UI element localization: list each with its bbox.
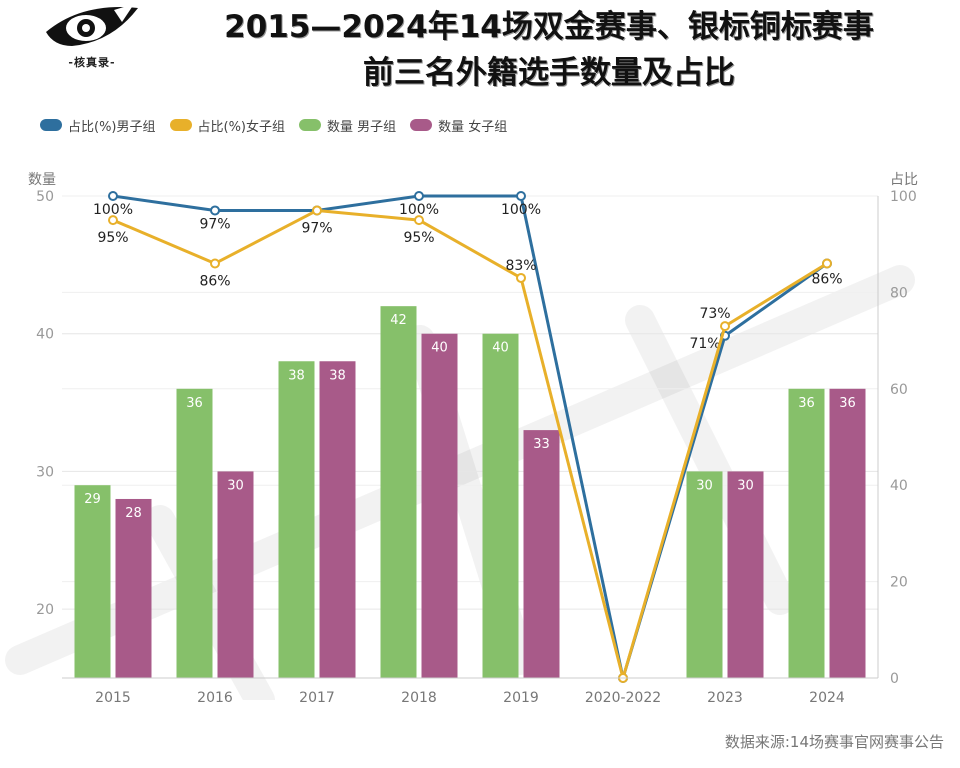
line-point — [516, 191, 526, 201]
axis-layer: 20 30 40 50 0 20 40 60 80 100 数量 占比 2015 2016 2017 2018… — [28, 172, 918, 706]
left-axis-title: 数量 — [28, 172, 56, 188]
legend-label: 占比(%)男子组 — [68, 119, 156, 135]
line-point-label: 97% — [199, 216, 230, 232]
bar-women-count — [421, 333, 458, 678]
line-point — [720, 321, 730, 332]
x-axis-tick-label: 2023 — [707, 690, 743, 706]
bar-value-label: 40 — [431, 341, 448, 356]
x-axis-tick-label: 2016 — [197, 690, 233, 706]
bar-layer: 29 36 38 42 40 30 36 28 30 38 40 33 30 36 — [74, 306, 866, 678]
bar-men-count — [278, 361, 315, 678]
bar-women-count — [115, 498, 152, 678]
bar-value-label: 38 — [288, 368, 305, 383]
chart-title-line2: 前三名外籍选手数量及占比 — [363, 55, 735, 91]
bar-value-label: 40 — [492, 341, 509, 356]
bar-value-label: 28 — [125, 506, 142, 521]
brand-logo: -核真录- — [42, 2, 142, 74]
line-point-label: 86% — [199, 273, 230, 289]
line-point — [414, 191, 424, 201]
line-point — [312, 205, 322, 216]
bar-women-count — [727, 471, 764, 678]
line-point — [414, 215, 424, 226]
legend-swatch — [40, 119, 62, 131]
line-point-label: 83% — [505, 258, 536, 274]
line-point — [210, 205, 220, 216]
bar-value-label: 38 — [329, 368, 346, 383]
x-axis-tick-label: 2018 — [401, 690, 437, 706]
eye-logo-icon — [46, 4, 138, 46]
line-point — [210, 258, 220, 269]
line-point-label: 95% — [97, 230, 128, 246]
x-axis-tick-label: 2024 — [809, 690, 845, 706]
bar-value-label: 30 — [227, 478, 244, 493]
legend-item-men-ratio[interactable]: 占比(%)男子组 — [40, 116, 156, 135]
logo-caption: -核真录- — [68, 56, 116, 69]
right-axis-tick-label: 0 — [890, 671, 899, 687]
left-axis-tick-label: 40 — [36, 327, 54, 343]
bar-value-label: 33 — [533, 437, 550, 452]
bar-value-label: 30 — [696, 478, 713, 493]
line-point — [822, 258, 832, 269]
left-axis-tick-label: 30 — [36, 464, 54, 480]
bar-women-count — [319, 361, 356, 678]
right-axis-tick-label: 20 — [890, 575, 908, 591]
line-point-label: 100% — [399, 202, 439, 218]
data-source-note: 数据来源:14场赛事官网赛事公告 — [724, 733, 944, 751]
legend-label: 数量 男子组 — [327, 119, 397, 135]
line-layer: 100% 97% 100% 100% 71% 95% 86% 97% 95% 83% 73% 86% — [93, 191, 843, 683]
bar-men-count — [482, 333, 519, 678]
line-point-label: 100% — [93, 202, 133, 218]
bar-men-count — [380, 306, 417, 678]
legend-item-women-count[interactable]: 数量 女子组 — [410, 116, 507, 135]
line-point-label: 73% — [699, 306, 730, 322]
bar-men-count — [686, 471, 723, 678]
bar-value-label: 30 — [737, 478, 754, 493]
right-axis-title: 占比 — [890, 172, 918, 188]
x-axis-tick-label: 2015 — [95, 690, 131, 706]
bar-value-label: 29 — [84, 492, 101, 507]
left-axis-tick-label: 20 — [36, 602, 54, 618]
legend-swatch — [169, 119, 192, 131]
right-axis-tick-label: 100 — [890, 189, 917, 205]
bar-women-count — [523, 430, 560, 678]
legend-label: 数量 女子组 — [438, 119, 508, 135]
line-point — [108, 191, 118, 201]
x-axis-tick-label: 2019 — [503, 690, 539, 706]
bar-men-count — [788, 388, 825, 678]
line-men-ratio — [112, 194, 828, 680]
right-axis-tick-label: 40 — [890, 478, 908, 494]
line-point-label: 95% — [403, 230, 434, 246]
right-axis-tick-label: 80 — [890, 285, 908, 301]
x-axis-tick-label: 2017 — [299, 690, 335, 706]
line-point-label: 100% — [501, 202, 541, 218]
legend-label: 占比(%)女子组 — [197, 119, 286, 135]
bar-women-count — [829, 388, 866, 678]
line-point-label: 71% — [689, 336, 720, 352]
legend-swatch — [410, 119, 433, 131]
line-point-label: 97% — [301, 220, 332, 236]
bar-value-label: 36 — [186, 396, 203, 411]
left-axis-tick-label: 50 — [36, 189, 54, 205]
line-point — [108, 215, 118, 226]
bar-men-count — [176, 388, 213, 678]
line-point-label: 86% — [811, 271, 842, 287]
line-women-ratio — [112, 208, 828, 680]
legend-item-men-count[interactable]: 数量 男子组 — [299, 116, 396, 135]
bar-women-count — [217, 471, 254, 678]
chart-legend: 占比(%)男子组 占比(%)女子组 数量 男子组 数量 女子组 — [40, 114, 521, 136]
right-axis-tick-label: 60 — [890, 382, 908, 398]
bar-value-label: 42 — [390, 313, 407, 328]
chart-title-line1: 2015—2024年14场双金赛事、银标铜标赛事 — [224, 9, 874, 45]
bar-value-label: 36 — [839, 396, 856, 411]
line-point — [516, 272, 526, 283]
legend-swatch — [299, 119, 321, 131]
x-axis-tick-label: 2020-2022 — [585, 690, 661, 706]
bar-value-label: 36 — [798, 396, 815, 411]
legend-item-women-ratio[interactable]: 占比(%)女子组 — [169, 116, 286, 135]
bar-men-count — [74, 485, 111, 678]
chart-title: 2015—2024年14场双金赛事、银标铜标赛事 前三名外籍选手数量及占比 — [148, 4, 950, 96]
